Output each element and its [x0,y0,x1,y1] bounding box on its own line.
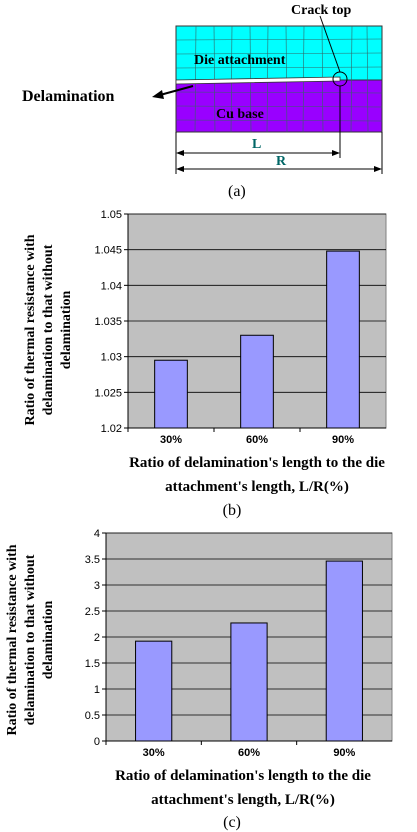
crack-pointer-line [319,15,341,73]
x-category-label: 30% [143,747,165,759]
x-category-label: 30% [160,434,182,446]
y-tick-label: 3.5 [85,554,100,566]
caption-a: (a) [228,183,246,200]
delamination-label: Delamination [22,88,115,105]
y-tick-label: 1.03 [101,352,122,364]
mesh-horizontal-line [175,52,383,55]
delamination-schematic: Crack top Die attachment Cu base Delamin… [22,3,383,200]
y-tick-label: 3 [94,580,100,592]
mesh-vertical-line [366,25,369,133]
y-axis-title-line: delamination to that without [41,244,56,415]
r-dim-arrow-left [176,166,184,172]
x-axis-title-line: attachment's length, L/R(%) [165,479,349,495]
crack-top-label: Crack top [291,3,351,18]
y-axis-title-line: delamination [59,291,74,370]
mesh-vertical-line [350,25,353,133]
mesh-horizontal-line [175,38,383,41]
caption-c: (c) [223,814,241,831]
x-category-label: 60% [246,434,268,446]
x-axis-title-line: Ratio of delamination's length to the di… [115,768,371,784]
y-tick-label: 1.02 [101,423,122,435]
r-dim-arrow-right [374,166,382,172]
l-dim-arrow-right [332,150,340,156]
y-tick-label: 1 [94,684,100,696]
x-category-label: 90% [332,434,354,446]
mesh-horizontal-line [175,105,383,108]
bar-90pct [325,560,363,742]
r-dimension-label: R [276,154,287,169]
mesh-horizontal-line [175,66,383,69]
cu-base-label: Cu base [216,107,264,122]
x-axis-title-line: attachment's length, L/R(%) [151,792,335,808]
bar-60pct [230,622,268,742]
delamination-arrow [159,85,194,96]
y-tick-label: 0.5 [85,710,100,722]
delamination-arrowhead [152,90,164,99]
bar-60pct [240,334,274,429]
bar-30pct [135,640,173,742]
y-axis-title-line: delamination [41,601,56,680]
x-axis-title-line: Ratio of delamination's length to the di… [129,455,385,471]
y-tick-label: 1.04 [101,280,122,292]
bar-30pct [154,359,188,429]
l-dim-arrow-left [176,150,184,156]
mesh-horizontal-line [175,91,383,94]
y-tick-label: 2.5 [85,606,100,618]
y-tick-label: 4 [94,528,100,540]
y-tick-label: 2 [94,632,100,644]
y-axis-title-line: Ratio of thermal resistance with [23,234,38,425]
y-tick-label: 1.035 [94,316,122,328]
y-tick-label: 1.025 [94,387,122,399]
bar-90pct [326,250,360,429]
mesh-horizontal-line [175,119,383,122]
y-tick-label: 1.5 [85,658,100,670]
y-tick-label: 1.045 [94,245,122,257]
l-dimension-label: L [252,137,261,152]
y-tick-label: 0 [94,736,100,748]
y-tick-label: 1.05 [101,209,122,221]
chart-b: 1.02 1.025 1.03 1.035 1.04 1.045 1.05 30% 60% 90%… [23,209,387,519]
x-category-label: 90% [333,747,355,759]
y-axis-title-line: Ratio of thermal resistance with [5,544,20,735]
chart-c: 0 0.5 1 1.5 2 2.5 3 3.5 4 30% 60% 90% Ratio of therm… [5,528,393,831]
x-category-label: 60% [238,747,260,759]
delamination-gap [175,76,341,85]
caption-b: (b) [223,502,242,519]
die-attachment-label: Die attachment [194,53,286,68]
y-axis-title-line: delamination to that without [23,554,38,725]
mesh-vertical-line [194,25,197,133]
